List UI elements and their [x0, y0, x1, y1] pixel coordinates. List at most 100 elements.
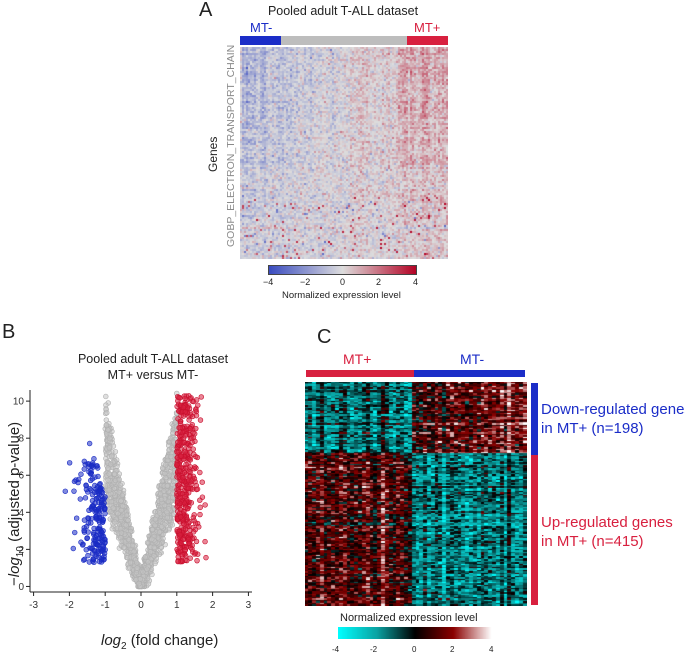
up-point [188, 435, 195, 441]
panel-c-cbar-tick: -2 [370, 645, 378, 654]
panel-b-title-line1: Pooled adult T-ALL dataset [77, 352, 229, 366]
ns-point [165, 442, 172, 449]
down-point [86, 440, 93, 447]
up-point [197, 511, 203, 518]
ns-point [161, 488, 167, 494]
panel-b-letter: B [2, 321, 16, 343]
up-point [180, 404, 187, 411]
up-point [177, 545, 183, 551]
up-point [197, 469, 203, 476]
ns-point [164, 515, 171, 521]
up-point [187, 426, 194, 432]
down-point [71, 488, 77, 494]
ns-point [120, 503, 126, 509]
ns-point [165, 498, 172, 504]
panel-a-cbar-tick: −2 [300, 277, 311, 287]
panel-a-title: Pooled adult T-ALL dataset [267, 4, 419, 18]
up-point [177, 514, 184, 520]
panel-b-y-prefix: − [6, 577, 23, 586]
down-point [91, 456, 97, 462]
up-point [194, 486, 201, 492]
ns-point [127, 565, 133, 571]
panel-c-mt-plus-label: MT+ [343, 351, 372, 367]
x-tick-label: -3 [29, 600, 38, 611]
down-point [62, 488, 68, 494]
x-tick-label: 1 [174, 600, 180, 611]
panel-b-y-sub: 10 [15, 546, 26, 558]
ns-point [123, 512, 130, 518]
up-point [182, 409, 189, 415]
up-point [182, 395, 188, 402]
ns-point [118, 538, 125, 545]
ns-point [110, 505, 116, 511]
ns-point [145, 559, 151, 565]
up-point [202, 538, 208, 545]
down-point [78, 471, 84, 477]
panel-a-mt-minus-label: MT- [250, 20, 273, 35]
y-tick-label: 4 [18, 508, 24, 519]
down-point [81, 466, 87, 472]
ns-point [149, 536, 155, 542]
panel-c-mt-minus-bar [414, 370, 525, 377]
ns-point [108, 453, 115, 459]
up-point [177, 424, 183, 431]
ns-point [106, 487, 112, 493]
panel-b-y-axis-label: −log10 (adjusted p-value) [6, 422, 26, 586]
down-point [92, 509, 98, 515]
down-point [82, 495, 89, 501]
ns-point [106, 471, 112, 477]
down-point [91, 525, 97, 532]
ns-point [117, 482, 123, 488]
panel-b-volcano-plot: 0 2 4 6 8 10 -3 -2 -1 0 1 2 3 [13, 390, 252, 611]
ns-point [129, 542, 136, 549]
down-point [95, 542, 101, 548]
up-point [194, 557, 200, 564]
down-point [90, 558, 96, 564]
up-point [176, 481, 183, 488]
down-point [66, 460, 73, 466]
ns-point [152, 516, 159, 523]
ns-point [119, 492, 126, 499]
ns-point [165, 457, 171, 464]
ns-point [151, 544, 157, 551]
up-point [179, 474, 186, 481]
ns-point [151, 553, 157, 559]
panel-b-x-rest: (fold change) [126, 632, 219, 649]
ns-point [166, 472, 173, 478]
down-point [98, 528, 104, 535]
up-point [193, 407, 199, 413]
up-point [197, 504, 203, 511]
up-point [199, 479, 205, 485]
down-point [86, 507, 92, 514]
down-point [89, 491, 96, 498]
panel-c-up-bar [531, 455, 538, 605]
panel-a-row-label: Genes [206, 136, 220, 172]
up-point [182, 433, 188, 439]
up-point [182, 494, 188, 500]
up-point [188, 500, 195, 506]
panel-c-down-label-2: in MT+ (n=198) [541, 420, 644, 437]
x-tick-label: -2 [65, 600, 74, 611]
ns-point [125, 517, 131, 523]
panel-a-colorbar [268, 265, 417, 275]
up-point [189, 546, 195, 552]
up-point [181, 439, 187, 446]
down-point [98, 546, 104, 552]
down-point [90, 540, 97, 547]
ns-point [158, 523, 165, 530]
ns-point [112, 519, 118, 525]
down-point [81, 458, 88, 465]
up-point [192, 464, 198, 470]
up-point [185, 485, 192, 492]
ns-point [118, 498, 124, 504]
ns-point [104, 410, 110, 416]
panel-b-x-func: log [101, 632, 122, 649]
ns-point [164, 483, 171, 489]
down-point [89, 476, 96, 482]
up-point [176, 467, 183, 474]
panel-c-cbar-tick: 4 [489, 645, 494, 654]
ns-point [103, 393, 109, 400]
ns-point [169, 522, 176, 528]
up-point [181, 521, 187, 527]
down-point [98, 499, 105, 506]
